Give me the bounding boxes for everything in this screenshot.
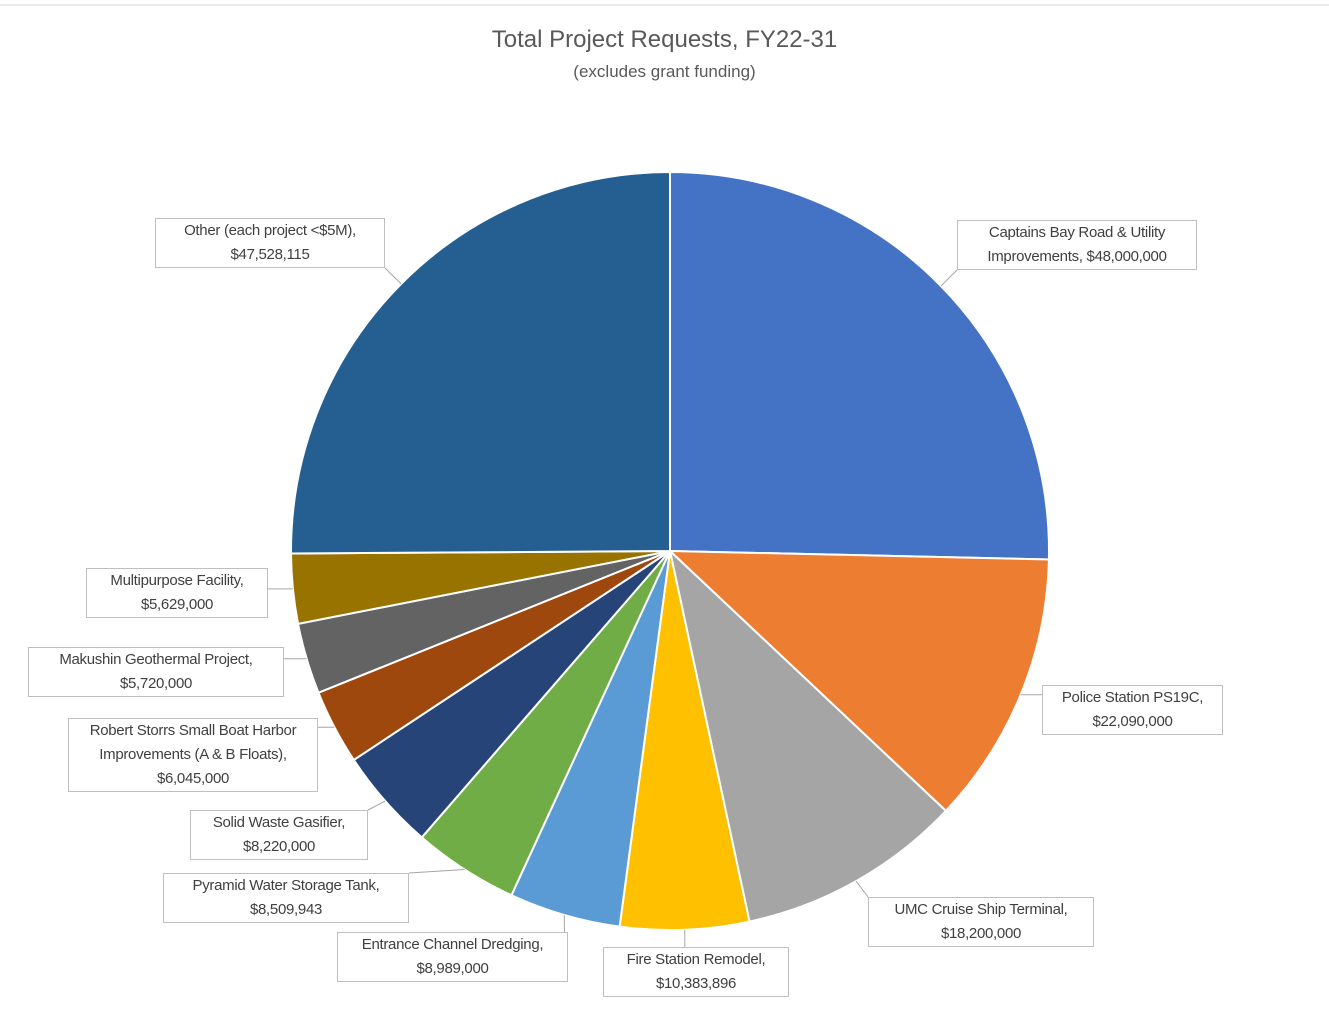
label-value: $8,989,000 (416, 960, 489, 977)
leader-line (384, 267, 402, 285)
leader-line (408, 868, 465, 874)
chart-title: Total Project Requests, FY22-31 (491, 26, 838, 53)
label-category: Solid Waste Gasifier, (212, 814, 346, 831)
pie-slice (618, 550, 751, 931)
label-value: $5,720,000 (119, 675, 193, 692)
leader-line (367, 800, 386, 811)
label-category: Pyramid Water Storage Tank, (192, 877, 380, 894)
data-label: Captains Bay Road & Utility Improvements… (957, 220, 1197, 270)
pie-slice (668, 548, 948, 923)
label-value: $8,220,000 (242, 838, 316, 855)
label-value: $48,000,000 (1086, 248, 1167, 265)
label-category: Multipurpose Facility, (110, 572, 244, 589)
label-category: Other (each project <$5M), (184, 222, 356, 239)
label-category: Fire Station Remodel, (626, 951, 766, 968)
label-value: $10,383,896 (655, 975, 737, 992)
data-label: Makushin Geothermal Project, $5,720,000 (28, 647, 284, 697)
data-label: Entrance Channel Dredging, $8,989,000 (337, 932, 568, 982)
label-category: Captains Bay Road & Utility Improvements… (987, 224, 1166, 265)
label-category: Police Station PS19C, (1061, 689, 1204, 706)
data-label: Other (each project <$5M), $47,528,115 (155, 218, 385, 268)
label-value: $18,200,000 (940, 925, 1022, 942)
data-label: Pyramid Water Storage Tank, $8,509,943 (163, 873, 409, 923)
chart-subtitle: (excludes grant funding) (573, 62, 756, 81)
data-label: Robert Storrs Small Boat Harbor Improvem… (68, 718, 318, 792)
leader-line (940, 269, 958, 287)
label-value: $5,629,000 (140, 596, 214, 613)
label-value: $22,090,000 (1092, 713, 1173, 730)
data-label: Multipurpose Facility, $5,629,000 (86, 568, 268, 618)
label-value: $8,509,943 (249, 901, 323, 918)
label-category: Robert Storrs Small Boat Harbor Improvem… (89, 722, 297, 763)
data-label: Fire Station Remodel, $10,383,896 (603, 947, 789, 997)
label-category: Makushin Geothermal Project, (59, 651, 253, 668)
label-category: UMC Cruise Ship Terminal, (894, 901, 1068, 918)
label-value: $6,045,000 (156, 770, 230, 787)
data-label: UMC Cruise Ship Terminal, $18,200,000 (868, 897, 1094, 947)
data-label: Solid Waste Gasifier, $8,220,000 (190, 810, 368, 860)
data-label: Police Station PS19C, $22,090,000 (1042, 685, 1223, 735)
leader-line (855, 880, 869, 898)
label-value: $47,528,115 (230, 246, 310, 263)
pie-slice (290, 170, 671, 555)
label-category: Entrance Channel Dredging, (361, 936, 544, 953)
